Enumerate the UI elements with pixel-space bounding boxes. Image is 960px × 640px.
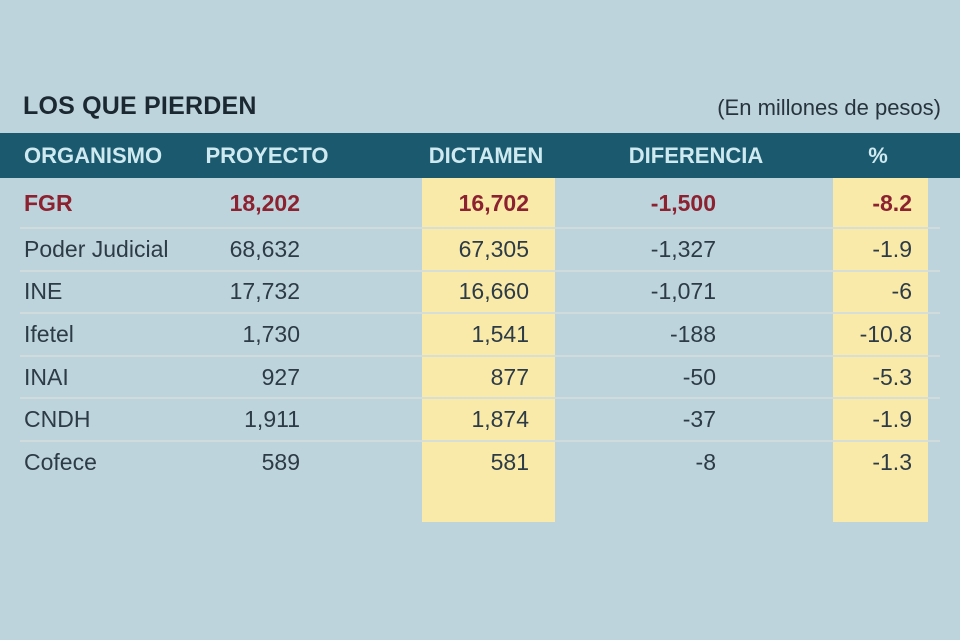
header-cell-organismo: ORGANISMO [24,143,163,168]
cell-percent: -1.3 [872,448,912,475]
cell-percent: -5.3 [872,363,912,390]
table-row: Ifetel 1,730 1,541 -188 -10.8 [0,312,960,356]
table-row: FGR 18,202 16,702 -1,500 -8.2 [0,178,960,228]
cell-percent: -8.2 [872,189,912,216]
cell-proyecto: 17,732 [229,278,300,305]
cell-organismo: Poder Judicial [24,235,169,262]
table-body: FGR 18,202 16,702 -1,500 -8.2 Poder Judi… [0,178,960,484]
cell-organismo: CNDH [24,406,91,433]
cell-dictamen: 877 [490,363,529,390]
header-cell-proyecto: PROYECTO [205,143,329,168]
percent-highlight-band [833,178,928,522]
cell-organismo: Ifetel [24,320,74,347]
cell-diferencia: -188 [669,320,716,347]
cell-organismo: FGR [24,189,73,216]
cell-percent: -1.9 [872,406,912,433]
cell-percent: -1.9 [872,235,912,262]
cell-proyecto: 68,632 [229,235,300,262]
table-row: Cofece 589 581 -8 -1.3 [0,439,960,484]
cell-percent: -6 [891,278,912,305]
cell-dictamen: 67,305 [458,235,529,262]
table-row: Poder Judicial 68,632 67,305 -1,327 -1.9 [0,227,960,271]
cell-organismo: Cofece [24,448,97,475]
cell-proyecto: 18,202 [229,189,300,216]
cell-organismo: INAI [24,363,69,390]
header-cell-percent: % [868,143,888,168]
chart-title: LOS QUE PIERDEN [23,92,257,120]
cell-proyecto: 1,911 [244,406,300,433]
cell-proyecto: 1,730 [242,320,300,347]
unit-note: (En millones de pesos) [717,95,941,120]
table-header-bar: ORGANISMO PROYECTO DICTAMEN DIFERENCIA % [0,133,960,178]
table-row: INAI 927 877 -50 -5.3 [0,354,960,399]
cell-percent: -10.8 [859,320,912,347]
cell-diferencia: -1,071 [650,278,716,305]
cell-diferencia: -37 [682,406,716,433]
cell-organismo: INE [24,278,63,305]
header-cell-diferencia: DIFERENCIA [628,143,764,168]
cell-dictamen: 1,541 [471,320,529,347]
cell-proyecto: 927 [261,363,300,390]
cell-proyecto: 589 [261,448,300,475]
table-row: INE 17,732 16,660 -1,071 -6 [0,269,960,314]
cell-diferencia: -1,327 [650,235,716,262]
dictamen-highlight-band [422,178,555,522]
cell-dictamen: 16,660 [458,278,529,305]
table-row: CNDH 1,911 1,874 -37 -1.9 [0,397,960,441]
cell-diferencia: -50 [682,363,716,390]
cell-diferencia: -8 [695,448,716,475]
cell-dictamen: 1,874 [471,406,529,433]
header-cell-dictamen: DICTAMEN [428,143,544,168]
cell-diferencia: -1,500 [650,189,716,216]
cell-dictamen: 16,702 [458,189,529,216]
cell-dictamen: 581 [490,448,529,475]
